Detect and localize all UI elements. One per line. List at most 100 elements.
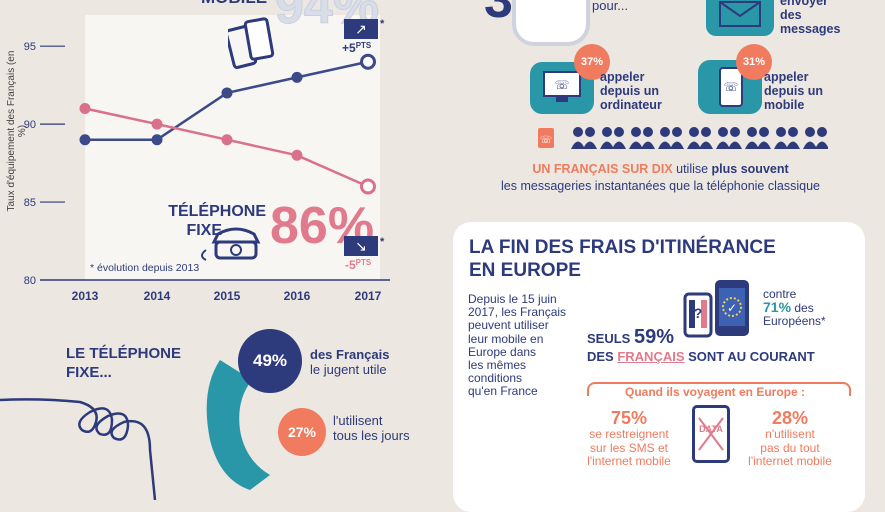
stat-28-line2: pas du tout — [760, 440, 820, 455]
dix-line2: les messageries instantanées que la télé… — [501, 179, 820, 193]
fixe-section-title-line1: LE TÉLÉPHONE — [66, 345, 182, 362]
line-chart: 95 90 85 80 2013 2014 2015 2016 2017 — [24, 15, 390, 303]
mobile-icon — [224, 16, 276, 77]
fixe-change-unit: PTS — [355, 258, 372, 267]
envoyer-line2: des — [780, 8, 802, 22]
mobile-change-value: +5 — [342, 41, 356, 55]
person-icon — [571, 127, 597, 149]
dix-bold: plus souvent — [711, 162, 789, 176]
data-point — [291, 149, 303, 161]
contre-71-line: 71% des — [763, 299, 826, 315]
x-tick-label: 2014 — [144, 289, 171, 303]
stat-27-badge: 27% — [278, 408, 326, 456]
stat-49-badge: 49% — [238, 329, 302, 393]
roaming-body-line: 2017, les Français — [468, 305, 567, 320]
contre-word: contre — [763, 287, 797, 301]
data-point — [291, 71, 303, 83]
pct-59: 59% — [633, 326, 674, 348]
pct-75: 75% — [610, 408, 648, 428]
roaming-body-line: Depuis le 15 juin — [468, 292, 557, 306]
roaming-body-line: qu'en France — [468, 384, 538, 399]
mobile-percent-badge: 31% — [736, 44, 772, 80]
data-point — [221, 134, 233, 146]
stat-75-line2: sur les SMS et — [589, 440, 669, 455]
mobile-call-line3: mobile — [764, 98, 805, 112]
dix-line1: UN FRANÇAIS SUR DIX utilise plus souvent — [478, 161, 843, 178]
au-courant-word: SONT AU COURANT — [684, 349, 815, 364]
mobile-label: MOBILE — [201, 0, 267, 8]
ordinateur-line2: depuis un — [600, 84, 660, 98]
stat-27-line2: tous les jours — [333, 428, 410, 443]
roaming-body-line: conditions — [468, 371, 523, 386]
rotary-phone-icon — [196, 222, 268, 267]
fixe-section-title-line2: FIXE... — [66, 364, 112, 381]
dix-text: UN FRANÇAIS SUR DIX utilise plus souvent… — [478, 161, 843, 195]
footnote: * évolution depuis 2013 — [90, 262, 200, 274]
data-point — [151, 118, 163, 130]
roaming-title: LA FIN DES FRAIS D'ITINÉRANCE EN EUROPE — [469, 236, 776, 282]
data-point — [360, 178, 376, 195]
svg-text:☏: ☏ — [554, 78, 569, 92]
svg-text:☏: ☏ — [540, 135, 553, 146]
roaming-title-line1: LA FIN DES FRAIS D'ITINÉRANCE — [469, 237, 776, 258]
person-icon — [716, 127, 742, 149]
mobile-call-text: appeler depuis un mobile — [764, 70, 823, 112]
x-tick-label: 2017 — [355, 289, 382, 303]
person-icon — [745, 127, 771, 149]
envoyer-line3: messages — [780, 22, 841, 36]
stat-49-line2: le jugent utile — [310, 362, 387, 377]
person-icon — [658, 127, 684, 149]
roaming-body-line: leur mobile en — [468, 331, 544, 346]
data-phone-icon: DATA — [692, 405, 730, 463]
des-prefix: DES — [587, 349, 618, 364]
person-icon — [803, 127, 829, 149]
europeens: Européens* — [763, 314, 826, 328]
flag-phones-icon: ? ✓ — [683, 280, 749, 338]
fixe-change: -5PTS — [345, 258, 371, 272]
stat-75-line3: l'internet mobile — [587, 454, 671, 468]
envoyer-text: envoyer des messages — [780, 0, 840, 36]
data-point — [79, 134, 91, 146]
stat-49-line1: des Français — [310, 347, 390, 362]
fixe-asterisk: * — [380, 236, 385, 248]
fixe-label: TÉLÉPHONE FIXE — [168, 202, 266, 240]
svg-text:?: ? — [694, 305, 703, 321]
people-row: ☏ — [538, 124, 829, 155]
person-icon — [687, 127, 713, 149]
dix-strong: UN FRANÇAIS SUR DIX — [532, 162, 673, 176]
envoyer-line1: envoyer — [780, 0, 828, 8]
fixe-label-line2: FIXE — [186, 222, 222, 239]
data-point — [360, 53, 376, 70]
mobile-asterisk: * — [380, 18, 385, 30]
person-icon — [774, 127, 800, 149]
stat-75-line1: se restreignent — [589, 427, 669, 441]
fixe-change-value: -5 — [345, 258, 356, 272]
y-tick-label: 95 — [24, 41, 36, 53]
quand-bracket — [587, 382, 851, 396]
data-point — [79, 103, 91, 115]
stat-27-text: l'utilisent tous les jours — [333, 413, 410, 443]
quand-text: Quand ils voyagent en Europe : — [597, 385, 833, 399]
roaming-body-line: peuvent utiliser — [468, 318, 549, 333]
contre-block: contre 71% des Européens* — [763, 288, 826, 328]
ordinateur-text: appeler depuis un ordinateur — [600, 70, 662, 112]
x-tick-label: 2013 — [72, 289, 99, 303]
roaming-card: LA FIN DES FRAIS D'ITINÉRANCE EN EUROPE … — [453, 222, 865, 512]
svg-text:☏: ☏ — [723, 80, 738, 94]
ordinateur-line1: appeler — [600, 70, 645, 84]
roaming-body: Depuis le 15 juin 2017, les Français peuve… — [468, 292, 567, 399]
fixe-label-line1: TÉLÉPHONE — [168, 203, 266, 220]
stat-28-line1: n'utilisent — [765, 427, 815, 441]
y-tick-label: 80 — [24, 275, 36, 287]
mobile-change: +5PTS — [342, 41, 371, 55]
phone-cord-decoration — [0, 398, 157, 500]
roaming-body-line: les mêmes — [468, 358, 527, 373]
seuls-line: SEULS 59% — [587, 326, 674, 349]
seuls-word: SEULS — [587, 331, 631, 346]
pct-28: 28% — [771, 408, 809, 428]
svg-text:✓: ✓ — [727, 301, 737, 315]
mobile-up-arrow-icon: ↗ — [344, 19, 378, 39]
pct-71: 71% — [763, 299, 792, 315]
stat-49-text: des Français le jugent utile — [310, 347, 390, 377]
stat-28-line3: l'internet mobile — [748, 454, 832, 468]
